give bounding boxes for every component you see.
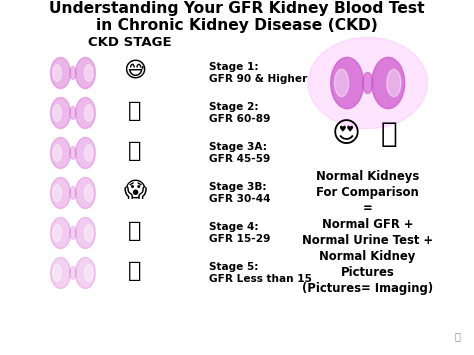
Ellipse shape (70, 106, 76, 119)
Ellipse shape (51, 218, 71, 248)
Ellipse shape (53, 145, 62, 161)
Ellipse shape (387, 69, 401, 97)
Text: 🤮: 🤮 (128, 261, 142, 281)
Ellipse shape (53, 265, 62, 281)
Ellipse shape (51, 257, 71, 289)
Ellipse shape (84, 265, 93, 281)
Ellipse shape (53, 225, 62, 241)
Ellipse shape (53, 65, 62, 81)
Text: 🖼: 🖼 (454, 331, 460, 341)
Text: Normal Kidneys: Normal Kidneys (316, 170, 419, 183)
Ellipse shape (84, 185, 93, 201)
Text: Stage 3A:
GFR 45-59: Stage 3A: GFR 45-59 (209, 142, 270, 164)
Ellipse shape (335, 69, 349, 97)
Ellipse shape (70, 227, 76, 239)
Text: 😅: 😅 (123, 61, 146, 81)
Text: Normal GFR +: Normal GFR + (322, 218, 413, 231)
Ellipse shape (84, 225, 93, 241)
Ellipse shape (53, 105, 62, 121)
Ellipse shape (70, 67, 76, 79)
Ellipse shape (75, 178, 95, 208)
Ellipse shape (84, 65, 93, 81)
Text: Stage 5:
GFR Less than 15: Stage 5: GFR Less than 15 (209, 262, 311, 284)
Ellipse shape (75, 137, 95, 169)
Ellipse shape (70, 147, 76, 159)
Text: Stage 1:
GFR 90 & Higher: Stage 1: GFR 90 & Higher (209, 62, 307, 84)
Text: Normal Urine Test +: Normal Urine Test + (302, 234, 433, 247)
Text: 🙁: 🙁 (128, 141, 142, 161)
Text: Understanding Your GFR Kidney Blood Test: Understanding Your GFR Kidney Blood Test (49, 1, 425, 16)
Ellipse shape (372, 58, 405, 109)
Ellipse shape (51, 58, 71, 88)
Ellipse shape (75, 257, 95, 289)
Ellipse shape (308, 37, 428, 129)
Ellipse shape (331, 58, 364, 109)
Ellipse shape (51, 178, 71, 208)
Ellipse shape (51, 137, 71, 169)
Ellipse shape (75, 98, 95, 129)
Text: 🙂: 🙂 (128, 101, 142, 121)
Ellipse shape (84, 145, 93, 161)
Ellipse shape (84, 105, 93, 121)
Text: in Chronic Kidney Disease (CKD): in Chronic Kidney Disease (CKD) (96, 18, 378, 33)
Ellipse shape (70, 187, 76, 199)
Text: 🤩: 🤩 (381, 120, 398, 148)
Text: =: = (363, 202, 373, 215)
Text: For Comparison: For Comparison (316, 186, 419, 199)
Text: 🤢: 🤢 (128, 221, 142, 241)
Ellipse shape (363, 72, 373, 93)
Ellipse shape (75, 58, 95, 88)
Ellipse shape (53, 185, 62, 201)
Ellipse shape (75, 218, 95, 248)
Text: (Pictures= Imaging): (Pictures= Imaging) (302, 282, 433, 295)
Ellipse shape (70, 267, 76, 279)
Text: 😍: 😍 (332, 120, 361, 148)
Text: Normal Kidney: Normal Kidney (319, 250, 416, 263)
Text: 😱: 😱 (123, 181, 146, 201)
Ellipse shape (51, 98, 71, 129)
Text: Pictures: Pictures (341, 266, 394, 279)
Text: Stage 3B:
GFR 30-44: Stage 3B: GFR 30-44 (209, 182, 270, 204)
Text: CKD STAGE: CKD STAGE (88, 36, 172, 49)
Text: Stage 4:
GFR 15-29: Stage 4: GFR 15-29 (209, 222, 270, 244)
Text: Stage 2:
GFR 60-89: Stage 2: GFR 60-89 (209, 102, 270, 124)
